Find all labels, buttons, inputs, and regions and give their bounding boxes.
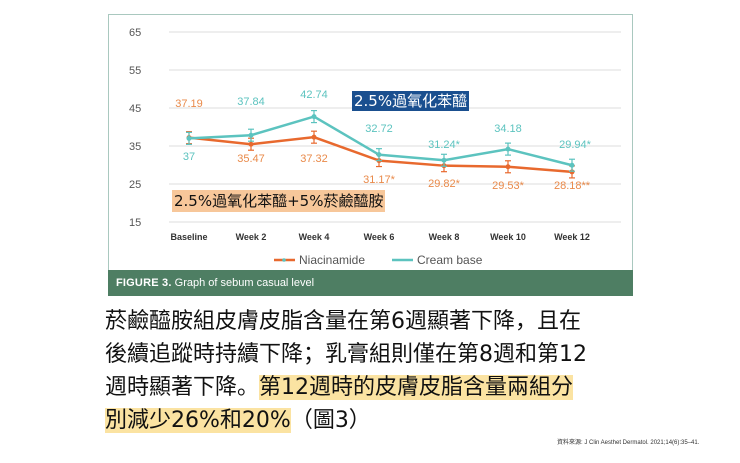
- data-point: [569, 162, 575, 168]
- data-point: [441, 157, 447, 163]
- x-tick-label: Week 8: [429, 232, 460, 242]
- sebum-line-chart: 65 55 45 35 25 15 Baseline Week 2 Week 4 Week 6 We…: [129, 27, 621, 267]
- cream-value-label: 42.74: [300, 89, 328, 101]
- y-tick-label: 35: [129, 141, 141, 153]
- niacinamide-value-label: 29.82*: [428, 178, 461, 190]
- summary-line-4-plain: （圖3）: [290, 408, 371, 433]
- cream-value-label: 32.72: [365, 123, 393, 135]
- data-point: [376, 152, 382, 158]
- summary-line-3: 週時顯著下降。第12週時的皮膚皮脂含量兩組分: [105, 371, 665, 404]
- data-point: [248, 132, 254, 138]
- legend-niacinamide-label: Niacinamide: [299, 253, 365, 267]
- niacinamide-value-label: 31.17*: [363, 174, 396, 186]
- summary-line-4-highlight: 別減少26%和20%: [105, 408, 291, 433]
- niacinamide-annotation: 2.5%過氧化苯醯+5%菸鹼醯胺: [172, 190, 386, 212]
- cream-value-label: 37: [183, 151, 195, 163]
- summary-line-4: 別減少26%和20%（圖3）: [105, 404, 665, 437]
- x-tick-label: Week 2: [236, 232, 267, 242]
- y-tick-label: 15: [129, 217, 141, 229]
- x-tick-label: Week 12: [554, 232, 590, 242]
- data-point: [186, 135, 192, 141]
- x-tick-label: Week 6: [364, 232, 395, 242]
- summary-line-1: 菸鹼醯胺組皮膚皮脂含量在第6週顯著下降，且在: [105, 309, 581, 334]
- data-point: [505, 146, 511, 152]
- summary-line-2: 後續追蹤時持續下降；乳膏組則僅在第8週和第12: [105, 342, 587, 367]
- niacinamide-value-label: 37.19: [175, 98, 203, 110]
- source-citation: 資料來源: J Clin Aesthet Dermatol. 2021;14(6…: [557, 440, 700, 446]
- data-point: [505, 164, 511, 170]
- cream-value-label: 37.84: [237, 96, 265, 108]
- summary-line-3-plain: 週時顯著下降。: [105, 375, 260, 400]
- y-tick-label: 65: [129, 27, 141, 39]
- cream-value-label: 34.18: [494, 123, 522, 135]
- data-point: [311, 114, 317, 120]
- x-tick-label: Baseline: [170, 232, 207, 242]
- figure-caption-text: Graph of sebum casual level: [171, 277, 315, 289]
- cream-value-label: 31.24*: [428, 139, 461, 151]
- niacinamide-value-label: 28.18**: [554, 180, 591, 192]
- legend-cream-label: Cream base: [417, 253, 483, 267]
- figure-caption-bold: FIGURE 3.: [116, 277, 172, 289]
- data-point: [248, 141, 254, 147]
- summary-paragraph: 菸鹼醯胺組皮膚皮脂含量在第6週顯著下降，且在 後續追蹤時持續下降；乳膏組則僅在第…: [105, 305, 665, 437]
- y-tick-label: 55: [129, 65, 141, 77]
- niacinamide-value-label: 37.32: [300, 153, 328, 165]
- x-tick-label: Week 10: [490, 232, 526, 242]
- niacinamide-value-label: 29.53*: [492, 180, 525, 192]
- summary-line-3-highlight: 第12週時的皮膚皮脂含量兩組分: [259, 375, 574, 400]
- x-tick-label: Week 4: [299, 232, 330, 242]
- data-point: [311, 134, 317, 140]
- niacinamide-value-label: 35.47: [237, 153, 265, 165]
- y-tick-label: 45: [129, 103, 141, 115]
- y-tick-label: 25: [129, 179, 141, 191]
- cream-value-label: 29.94*: [559, 139, 592, 151]
- figure-caption: FIGURE 3. Graph of sebum casual level: [108, 270, 633, 296]
- figure-3: 65 55 45 35 25 15 Baseline Week 2 Week 4 Week 6 We…: [108, 14, 633, 296]
- cream-base-annotation: 2.5%過氧化苯醯: [352, 91, 470, 111]
